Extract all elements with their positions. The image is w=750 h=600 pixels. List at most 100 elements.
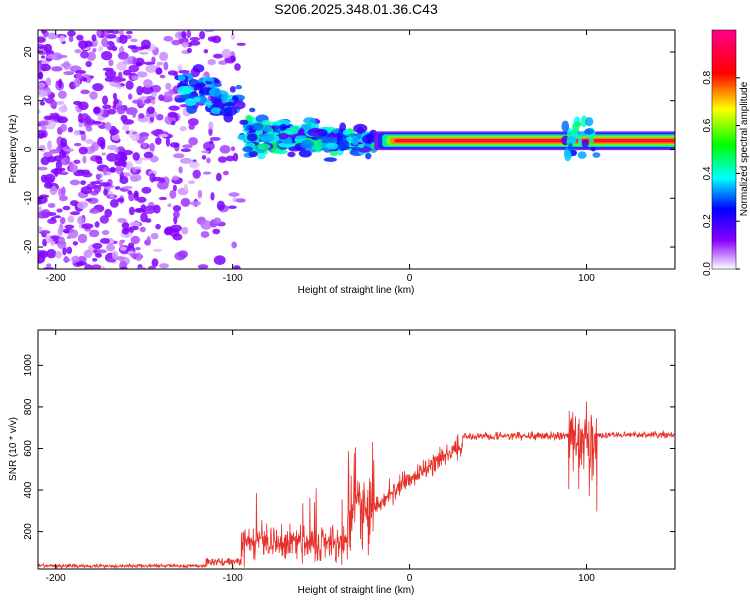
spectrogram-blob: [104, 121, 112, 131]
spectrogram-xtick-label: -100: [223, 273, 243, 284]
spectrogram-blob: [121, 172, 131, 177]
colorbar: 0.0 0.2 0.4 0.6 0.8 Normalized spectral ampl…: [702, 29, 750, 276]
spectrogram-blob: [117, 217, 127, 223]
spectrogram-blob: [136, 266, 146, 269]
spectrogram-blob: [58, 105, 68, 113]
spectrogram-blob: [73, 170, 85, 177]
spectrogram-blob: [59, 195, 68, 202]
spectrogram-blob: [102, 104, 112, 110]
spectrogram-blob: [158, 177, 166, 184]
spectrogram-blob: [568, 142, 573, 152]
spectrogram-blob: [353, 123, 368, 134]
spectrogram-blob: [210, 107, 222, 114]
spectrogram-blob: [180, 157, 192, 164]
spectrogram-blob: [189, 36, 201, 42]
spectrogram-blob: [163, 61, 169, 71]
spectrogram-blob: [117, 51, 129, 60]
spectrogram-blob: [131, 75, 139, 81]
spectrogram-blob: [68, 35, 74, 43]
spectrogram-blob: [68, 229, 79, 239]
spectrogram-blob: [44, 173, 56, 183]
spectrogram-blob: [199, 30, 206, 40]
spectrogram-blob: [577, 151, 587, 159]
spectrogram-blob: [148, 113, 158, 118]
spectrogram-blob: [95, 155, 102, 161]
colorbar-frame: [711, 29, 737, 270]
spectrogram-blob: [92, 242, 103, 249]
spectrogram-blob: [168, 105, 180, 111]
spectrogram-blob: [326, 142, 339, 150]
spectrogram-blob: [151, 258, 159, 267]
spectrogram-blob: [566, 131, 575, 137]
spectrogram-blob: [106, 243, 116, 252]
spectrogram-blob: [132, 99, 143, 104]
spectrogram-blob: [180, 148, 191, 152]
spectrogram-blob: [172, 205, 182, 212]
spectrogram-blob: [105, 34, 117, 39]
spectrogram-blob: [132, 57, 137, 65]
spectrogram-blob: [38, 36, 46, 43]
spectrogram-blob: [80, 132, 87, 142]
spectrogram-blob: [186, 104, 198, 114]
spectrogram-blob: [203, 30, 215, 33]
spectrogram-blob: [216, 200, 225, 211]
spectrogram-blob: [136, 85, 144, 96]
spectrogram-band-layer: [394, 138, 675, 143]
spectrogram-blob: [38, 250, 49, 259]
spectrogram-blob: [128, 64, 140, 73]
spectrogram-blob: [49, 185, 58, 196]
spectrogram-blob: [57, 90, 67, 99]
spectrogram-blob: [40, 30, 47, 35]
spectrogram-blob: [351, 136, 359, 146]
spectrogram-blob: [169, 189, 177, 199]
spectrogram-blob: [186, 30, 192, 39]
spectrogram-blob: [141, 186, 152, 194]
spectrogram-blob: [107, 258, 114, 263]
spectrogram-blob: [85, 139, 94, 144]
spectrogram-blob: [188, 78, 199, 87]
spectrogram-blob: [38, 226, 43, 232]
spectrogram-blob: [47, 203, 56, 209]
spectrogram-blob: [165, 82, 172, 91]
spectrogram-blob: [239, 119, 249, 125]
spectrogram-blob: [91, 34, 97, 42]
spectrogram-blob: [82, 155, 87, 164]
spectrogram-blob: [188, 137, 198, 146]
colorbar-tick-label: 0.2: [702, 214, 713, 228]
spectrogram-blob: [71, 255, 80, 264]
spectrogram-ytick-label: 10: [23, 95, 34, 107]
spectrogram-blob: [365, 152, 372, 160]
spectrogram-blob: [158, 94, 165, 102]
spectrogram-blob: [141, 85, 154, 95]
spectrogram-blob: [38, 195, 48, 204]
spectrogram-blob: [147, 106, 155, 114]
spectrogram-blob: [101, 230, 110, 236]
spectrogram-blob: [38, 257, 43, 264]
spectrogram-blob: [67, 215, 75, 223]
spectrogram-blob: [577, 135, 582, 146]
snr-ylabel: SNR (10 * v/v): [8, 417, 19, 481]
spectrogram-blob: [46, 263, 52, 268]
spectrogram-blob: [228, 192, 240, 197]
spectrogram-blob: [572, 122, 580, 134]
spectrogram-ylabel: Frequency (Hz): [8, 115, 19, 184]
spectrogram-blob: [213, 255, 226, 265]
spectrogram-blob: [76, 72, 83, 80]
snr-xtick-label: -200: [46, 573, 66, 584]
spectrogram-blob: [163, 35, 174, 42]
spectrogram-blob: [115, 256, 125, 261]
spectrogram-blob: [188, 123, 195, 130]
spectrogram-blob: [189, 200, 202, 206]
spectrogram-blob: [248, 150, 258, 158]
spectrogram-blob: [55, 250, 62, 259]
spectrogram-blob: [57, 227, 63, 236]
spectrogram-blob: [158, 133, 169, 138]
spectrogram-blob: [181, 226, 189, 235]
spectrogram-blob: [85, 115, 92, 126]
spectrogram-blob: [50, 235, 61, 240]
spectrogram-blob: [81, 171, 93, 178]
spectrogram-blob: [310, 141, 324, 151]
spectrogram-ytick-label: 0: [23, 146, 34, 152]
spectrogram-blob: [229, 86, 236, 93]
spectrogram-blob: [165, 137, 171, 147]
